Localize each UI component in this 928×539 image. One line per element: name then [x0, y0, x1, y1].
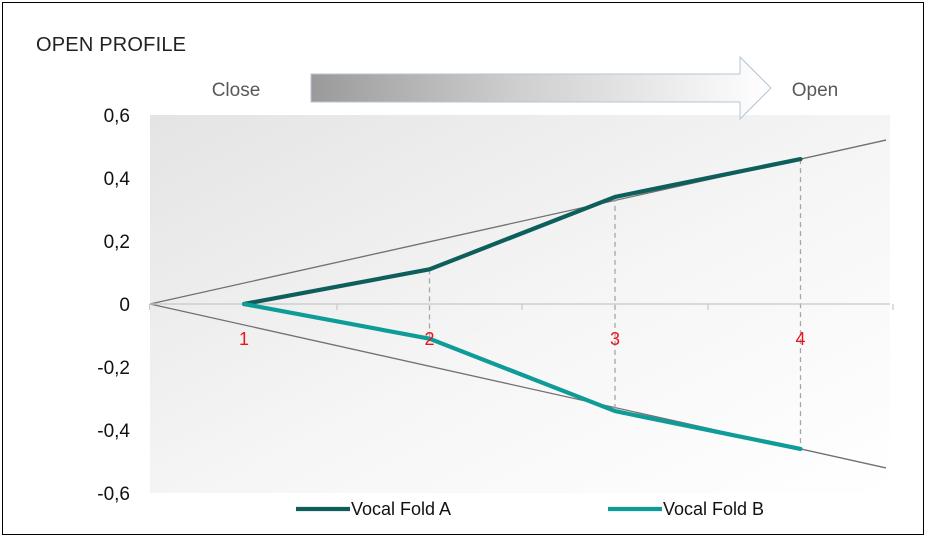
y-tick-label: -0,2 [97, 358, 130, 379]
direction-arrow: Close Open [212, 55, 838, 121]
legend-label: Vocal Fold A [351, 499, 451, 519]
x-category-label: 2 [424, 329, 434, 349]
x-category-label: 1 [239, 329, 249, 349]
arrow-start-label: Close [212, 80, 261, 101]
y-tick-label: 0,6 [104, 106, 130, 127]
x-category-label: 4 [795, 329, 805, 349]
y-tick-label: 0 [119, 295, 130, 316]
y-tick-label: -0,6 [97, 484, 130, 505]
series-line-vocal-fold-b [241, 301, 803, 451]
chart-title: OPEN PROFILE [36, 34, 187, 56]
y-tick-label: 0,2 [104, 232, 130, 253]
y-tick-label: -0,4 [97, 421, 130, 442]
arrow-end-label: Open [792, 80, 838, 101]
x-category-label: 3 [610, 329, 620, 349]
arrow-shape [310, 55, 772, 121]
legend-label: Vocal Fold B [663, 499, 764, 519]
legend: Vocal Fold A Vocal Fold B [296, 499, 764, 519]
y-tick-label: 0,4 [104, 169, 131, 190]
series-line-vocal-fold-a [241, 157, 803, 307]
